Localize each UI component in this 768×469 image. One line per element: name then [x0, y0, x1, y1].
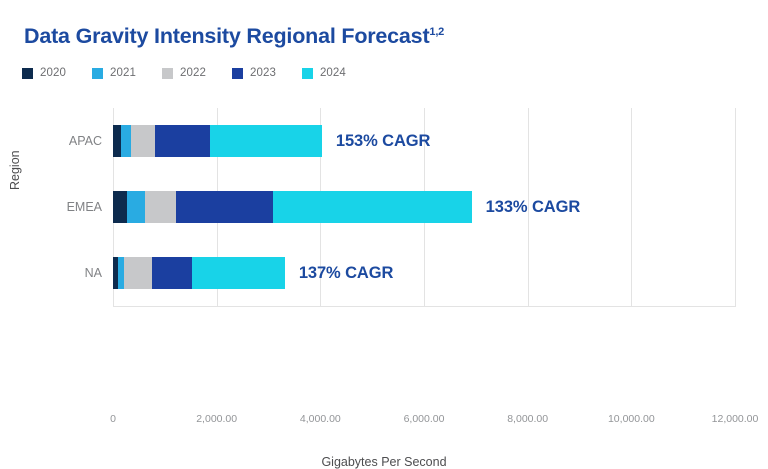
bar-segment-apac-2020[interactable] — [113, 125, 122, 157]
gridline — [527, 108, 529, 306]
chart-title-text: Data Gravity Intensity Regional Forecast — [24, 24, 430, 48]
legend-item-2024[interactable]: 2024 — [301, 67, 346, 79]
x-axis-line — [113, 306, 736, 307]
bar-segment-emea-2022[interactable] — [144, 191, 176, 223]
bar-segment-na-2024[interactable] — [192, 257, 285, 289]
stacked-bar-na[interactable] — [113, 257, 285, 289]
cagr-annotation-na: 137% CAGR — [298, 263, 394, 282]
y-axis-label-apac: APAC — [68, 134, 102, 148]
x-tick-label: 0 — [110, 413, 116, 425]
y-axis-label-emea: EMEA — [66, 200, 102, 214]
bar-row-emea: EMEA 133% CAGR — [0, 174, 768, 240]
bar-segment-na-2023[interactable] — [152, 257, 193, 289]
legend-item-2020[interactable]: 2020 — [22, 67, 66, 79]
stacked-bar-apac[interactable] — [113, 125, 322, 157]
bar-segment-apac-2024[interactable] — [210, 125, 322, 157]
legend-item-2021[interactable]: 2021 — [91, 67, 136, 79]
x-axis-title: Gigabytes Per Second — [321, 455, 447, 469]
legend-swatch-icon-2021 — [91, 67, 103, 79]
legend-item-2022[interactable]: 2022 — [161, 67, 206, 79]
gridline — [631, 108, 633, 306]
legend-swatch-icon-2022 — [161, 67, 173, 79]
chart-legend: 2020 2021 2022 2023 2024 — [22, 67, 372, 79]
bar-segment-na-2020[interactable] — [113, 257, 119, 289]
gridline — [735, 108, 736, 306]
legend-swatch-icon-2023 — [231, 67, 243, 79]
legend-label: 2023 — [249, 67, 276, 79]
y-axis-label-na: NA — [84, 266, 102, 280]
bar-segment-na-2022[interactable] — [124, 257, 153, 289]
bar-segment-emea-2023[interactable] — [175, 191, 273, 223]
x-axis-tick-labels: 0 2,000.00 4,000.00 6,000.00 8,000.00 10,000.… — [0, 413, 768, 429]
legend-label: 2020 — [40, 67, 66, 79]
x-tick-label: 10,000.00 — [607, 413, 655, 425]
bar-segment-apac-2021[interactable] — [121, 125, 132, 157]
x-tick-label: 2,000.00 — [196, 413, 238, 425]
bar-segment-na-2021[interactable] — [118, 257, 125, 289]
plot-area: Region APAC 153% CAGR EMEA 133% CAGR NA 137% … — [0, 100, 768, 469]
cagr-annotation-emea: 133% CAGR — [485, 197, 581, 216]
legend-label: 2022 — [179, 67, 206, 79]
x-tick-label: 12,000.00 — [711, 413, 759, 425]
bar-row-apac: APAC 153% CAGR — [0, 108, 768, 174]
bar-segment-emea-2021[interactable] — [126, 191, 145, 223]
x-tick-label: 6,000.00 — [403, 413, 445, 425]
bar-segment-apac-2023[interactable] — [155, 125, 211, 157]
title-superscript: 1,2 — [429, 25, 445, 38]
legend-swatch-icon-2020 — [22, 67, 33, 79]
legend-label: 2024 — [319, 67, 346, 79]
legend-label: 2021 — [109, 67, 136, 79]
legend-swatch-icon-2024 — [301, 67, 313, 79]
x-tick-label: 4,000.00 — [299, 413, 341, 425]
page-title: Data Gravity Intensity Regional Forecast… — [24, 24, 444, 49]
bar-rows: APAC 153% CAGR EMEA 133% CAGR NA 137% CAGR — [0, 108, 768, 306]
x-tick-label: 8,000.00 — [507, 413, 549, 425]
legend-item-2023[interactable]: 2023 — [231, 67, 276, 79]
bar-segment-emea-2024[interactable] — [272, 191, 472, 223]
cagr-annotation-apac: 153% CAGR — [335, 131, 431, 150]
bar-segment-emea-2020[interactable] — [113, 191, 127, 223]
bar-segment-apac-2022[interactable] — [131, 125, 156, 157]
bar-row-na: NA 137% CAGR — [0, 240, 768, 306]
stacked-bar-emea[interactable] — [113, 191, 472, 223]
